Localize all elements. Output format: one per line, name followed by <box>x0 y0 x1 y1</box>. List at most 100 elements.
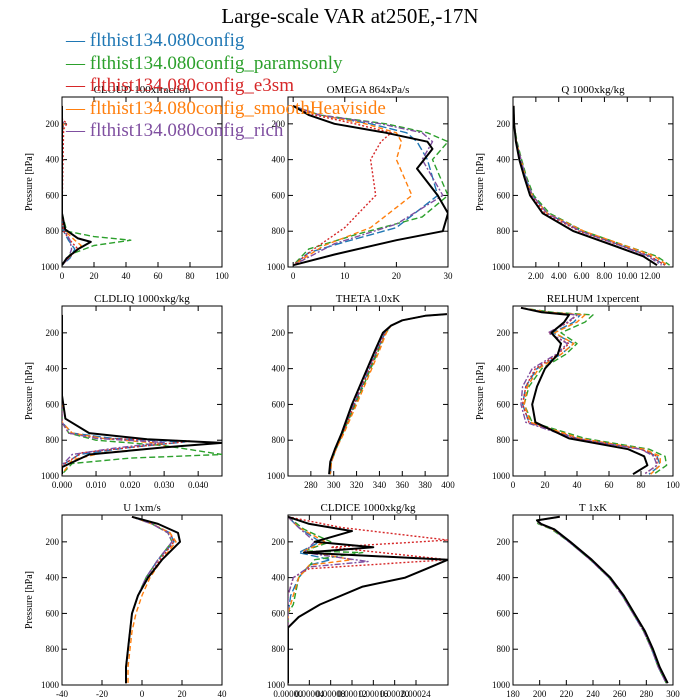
x-tick-label: 60 <box>605 480 615 490</box>
x-tick-label: 340 <box>373 480 387 490</box>
panel-title: CLDLIQ 1000xkg/kg <box>94 293 190 305</box>
x-tick-label: 80 <box>637 480 647 490</box>
x-tick-label: 0.00020 <box>380 689 410 699</box>
x-tick-label: 4.00 <box>551 271 567 281</box>
x-tick-label: 20 <box>90 271 100 281</box>
series-line <box>125 516 175 684</box>
y-tick-label: 1000 <box>267 680 286 690</box>
series-line <box>292 105 439 266</box>
x-tick-label: 12.00 <box>640 271 661 281</box>
y-tick-label: 200 <box>46 328 60 338</box>
y-axis-label: Pressure [hPa] <box>24 362 35 420</box>
series-line <box>329 313 447 475</box>
plot-frame <box>287 305 449 477</box>
series-line <box>513 105 666 266</box>
y-tick-label: 200 <box>497 537 511 547</box>
series-line <box>125 516 175 684</box>
x-tick-label: 0 <box>140 689 145 699</box>
panel-title: T 1xK <box>579 502 607 514</box>
y-tick-label: 600 <box>46 190 60 200</box>
x-tick-label: 300 <box>666 689 680 699</box>
y-tick-label: 1000 <box>492 262 511 272</box>
plot-frame <box>512 514 674 686</box>
series-line <box>329 313 447 475</box>
series-line <box>535 516 667 684</box>
series-line <box>292 105 444 266</box>
y-tick-label: 200 <box>272 119 286 129</box>
chart-panel: OMEGA 864xPa/s 200 400 600 800 1000 0 10 20 30 <box>267 84 453 281</box>
y-tick-label: 400 <box>272 364 286 374</box>
y-tick-label: 200 <box>46 119 60 129</box>
y-tick-label: 800 <box>497 435 511 445</box>
series-line <box>62 314 193 475</box>
legend-item: — flthist134.080config_rich <box>66 120 284 141</box>
series-line <box>329 313 447 475</box>
series-line <box>288 516 353 684</box>
series-line <box>329 313 447 475</box>
x-tick-label: 20 <box>392 271 402 281</box>
y-tick-label: 800 <box>46 435 60 445</box>
series-line <box>288 515 448 684</box>
y-tick-label: 600 <box>497 399 511 409</box>
panel-title: THETA 1.0xK <box>336 293 401 305</box>
x-tick-label: 40 <box>218 689 228 699</box>
chart-panel: Q 1000xkg/kg 200 400 600 800 1000 2.00 4.00 6.00… <box>475 84 674 281</box>
series-line <box>536 516 669 684</box>
y-tick-label: 400 <box>497 364 511 374</box>
series-line <box>127 516 177 684</box>
x-tick-label: 360 <box>396 480 410 490</box>
x-tick-label: 100 <box>215 271 229 281</box>
series-line <box>288 516 448 684</box>
y-tick-label: 400 <box>272 573 286 583</box>
x-tick-label: 40 <box>573 480 583 490</box>
panel-title: RELHUM 1xpercent <box>547 293 640 305</box>
series-line <box>288 516 364 684</box>
x-tick-label: 0.00000 <box>273 689 303 699</box>
x-tick-label: 0.040 <box>188 480 209 490</box>
x-tick-label: 80 <box>186 271 196 281</box>
legend-item: — flthist134.080config_paramsonly <box>66 52 343 74</box>
y-tick-label: 1000 <box>41 471 60 481</box>
y-tick-label: 1000 <box>267 471 286 481</box>
y-tick-label: 400 <box>272 155 286 165</box>
x-tick-label: 10 <box>340 271 350 281</box>
x-tick-label: 220 <box>560 689 574 699</box>
y-tick-label: 600 <box>272 190 286 200</box>
x-tick-label: 0 <box>511 480 516 490</box>
series-line <box>292 105 392 266</box>
x-tick-label: 300 <box>327 480 341 490</box>
x-tick-label: 2.00 <box>528 271 544 281</box>
plot-frame <box>61 305 223 477</box>
legend-item: — flthist134.080config_e3sm <box>66 75 294 96</box>
series-line <box>513 105 668 266</box>
panel-title: Q 1000xkg/kg <box>561 84 625 96</box>
series-line <box>536 516 667 684</box>
y-axis-label: Pressure [hPa] <box>24 153 35 211</box>
legend-item: — flthist134.080config_smoothHeaviside <box>66 97 386 119</box>
y-tick-label: 800 <box>46 644 60 654</box>
y-tick-label: 800 <box>272 435 286 445</box>
y-tick-label: 200 <box>272 537 286 547</box>
plot-frame <box>287 96 449 268</box>
y-axis-label: Pressure [hPa] <box>475 153 486 211</box>
x-tick-label: -40 <box>56 689 68 699</box>
series-line <box>513 105 658 267</box>
y-tick-label: 1000 <box>41 262 60 272</box>
series-line <box>520 307 658 475</box>
series-line <box>125 516 173 684</box>
series-line <box>513 105 666 266</box>
plot-frame <box>512 305 674 477</box>
panel-title: U 1xm/s <box>123 502 161 514</box>
y-tick-label: 800 <box>497 226 511 236</box>
x-tick-label: 280 <box>640 689 654 699</box>
x-tick-label: 40 <box>122 271 132 281</box>
y-tick-label: 400 <box>46 573 60 583</box>
legend: — flthist134.080config — flthist134.080co… <box>66 30 386 143</box>
x-tick-label: 260 <box>613 689 627 699</box>
y-tick-label: 600 <box>272 608 286 618</box>
chart-panel: U 1xm/s 200 400 600 800 1000-40 -20 0 20 40 Pressu… <box>24 502 227 699</box>
series-line <box>328 313 447 475</box>
